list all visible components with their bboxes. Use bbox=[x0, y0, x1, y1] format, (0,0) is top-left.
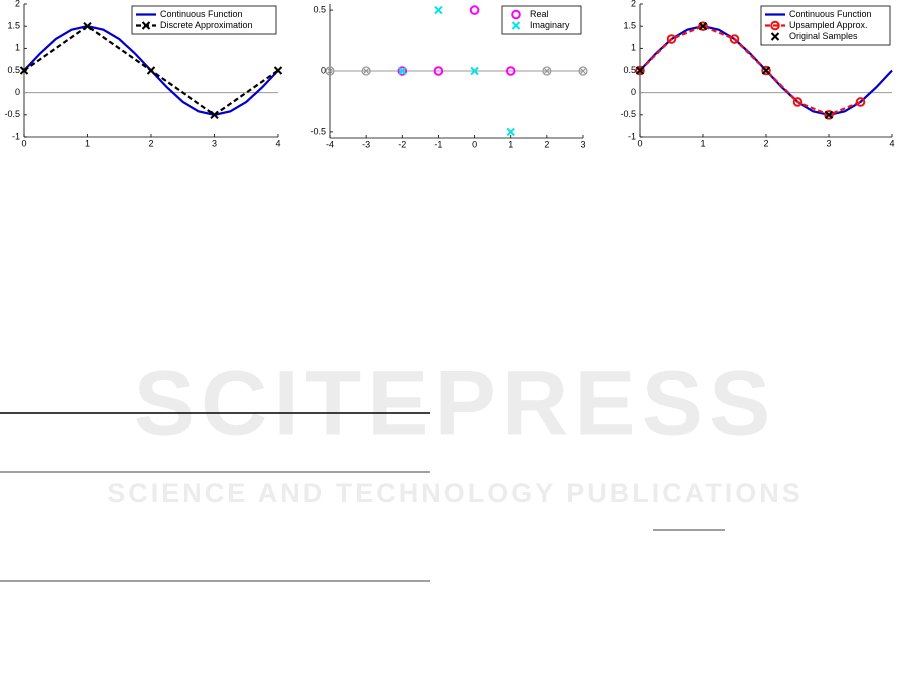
x-tick-label: 3 bbox=[826, 138, 831, 148]
marker bbox=[83, 21, 92, 31]
x-tick-label: -4 bbox=[326, 139, 334, 149]
watermark-subtitle: SCIENCE AND TECHNOLOGY PUBLICATIONS bbox=[107, 478, 803, 508]
x-tick-label: 1 bbox=[700, 138, 705, 148]
y-tick-label: 0 bbox=[15, 87, 20, 97]
y-tick-label: 1.5 bbox=[7, 21, 20, 31]
marker bbox=[635, 66, 645, 75]
marker bbox=[397, 66, 408, 76]
x-tick-label: 0 bbox=[637, 138, 642, 148]
y-tick-label: 0.5 bbox=[7, 65, 20, 75]
marker bbox=[761, 65, 771, 76]
y-tick-label: 0 bbox=[321, 65, 326, 75]
x-tick-label: 2 bbox=[544, 139, 549, 149]
marker bbox=[666, 34, 677, 44]
legend-label: Continuous Function bbox=[789, 9, 872, 19]
marker bbox=[506, 127, 515, 137]
marker bbox=[698, 21, 708, 31]
x-tick-label: 3 bbox=[580, 139, 585, 149]
marker bbox=[505, 66, 516, 76]
y-tick-label: -1 bbox=[628, 131, 636, 141]
legend-label: Real bbox=[530, 9, 549, 19]
y-tick-label: 0.5 bbox=[623, 65, 636, 75]
marker bbox=[824, 110, 834, 120]
marker bbox=[146, 66, 156, 75]
watermark-title: SCITEPRESS bbox=[134, 352, 777, 454]
y-tick-label: -1 bbox=[12, 131, 20, 141]
legend-label: Original Samples bbox=[789, 31, 858, 41]
y-tick-label: 0 bbox=[631, 87, 636, 97]
x-tick-label: 1 bbox=[85, 138, 90, 148]
x-tick-label: 4 bbox=[275, 138, 280, 148]
marker bbox=[361, 66, 371, 76]
x-tick-label: 1 bbox=[508, 139, 513, 149]
y-tick-label: 2 bbox=[631, 0, 636, 8]
x-tick-label: 2 bbox=[763, 138, 768, 148]
marker bbox=[325, 66, 335, 76]
marker bbox=[698, 21, 708, 31]
marker bbox=[824, 110, 834, 120]
y-tick-label: -0.5 bbox=[620, 109, 636, 119]
marker bbox=[273, 66, 283, 75]
marker bbox=[761, 66, 771, 75]
series-line bbox=[639, 24, 861, 117]
marker bbox=[855, 97, 866, 107]
y-tick-label: 1.5 bbox=[623, 21, 636, 31]
marker bbox=[542, 66, 552, 76]
legend-marker bbox=[511, 21, 521, 30]
legend-box bbox=[131, 5, 277, 35]
y-tick-label: 0.5 bbox=[313, 4, 326, 14]
x-tick-label: -1 bbox=[434, 139, 442, 149]
y-tick-label: -0.5 bbox=[4, 109, 20, 119]
legend-marker bbox=[770, 20, 780, 31]
marker bbox=[729, 34, 740, 44]
marker bbox=[578, 66, 588, 76]
legend-marker bbox=[511, 9, 521, 20]
marker bbox=[792, 97, 803, 107]
x-tick-label: 2 bbox=[148, 138, 153, 148]
marker bbox=[433, 66, 444, 76]
x-tick-label: 0 bbox=[21, 138, 26, 148]
y-tick-label: 1 bbox=[631, 43, 636, 53]
marker bbox=[398, 66, 407, 76]
legend-label: Imaginary bbox=[530, 20, 570, 30]
legend-marker bbox=[770, 32, 780, 41]
x-tick-label: -3 bbox=[362, 139, 370, 149]
x-tick-label: -2 bbox=[398, 139, 406, 149]
marker bbox=[470, 66, 479, 76]
legend-label: Upsampled Approx. bbox=[789, 20, 868, 30]
x-tick-label: 0 bbox=[472, 139, 477, 149]
y-tick-label: 2 bbox=[15, 0, 20, 8]
legend-marker bbox=[141, 21, 151, 30]
marker bbox=[19, 66, 29, 75]
x-tick-label: 3 bbox=[212, 138, 217, 148]
legend-label: Discrete Approximation bbox=[160, 20, 253, 30]
marker bbox=[434, 5, 443, 15]
marker bbox=[635, 65, 645, 76]
marker bbox=[210, 110, 219, 120]
legend-label: Continuous Function bbox=[160, 9, 243, 19]
y-tick-label: -0.5 bbox=[310, 126, 326, 136]
marker bbox=[469, 5, 480, 15]
x-tick-label: 4 bbox=[889, 138, 894, 148]
y-tick-label: 1 bbox=[15, 43, 20, 53]
